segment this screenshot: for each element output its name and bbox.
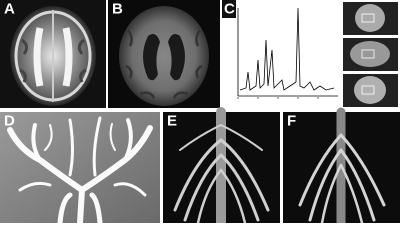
panel-a: A bbox=[0, 0, 106, 108]
panel-label: D bbox=[4, 112, 15, 129]
panel-label: C bbox=[224, 0, 235, 17]
panel-c: C bbox=[222, 0, 400, 108]
panel-b: B bbox=[108, 0, 220, 108]
panel-label: A bbox=[4, 0, 15, 17]
panel-f: F bbox=[283, 107, 400, 223]
panel-label: F bbox=[287, 112, 296, 129]
panel-e: E bbox=[163, 107, 280, 223]
panel-d: D bbox=[0, 112, 160, 223]
panel-label: E bbox=[167, 112, 177, 129]
figure: A B C bbox=[0, 0, 400, 223]
panel-label: B bbox=[112, 0, 123, 17]
